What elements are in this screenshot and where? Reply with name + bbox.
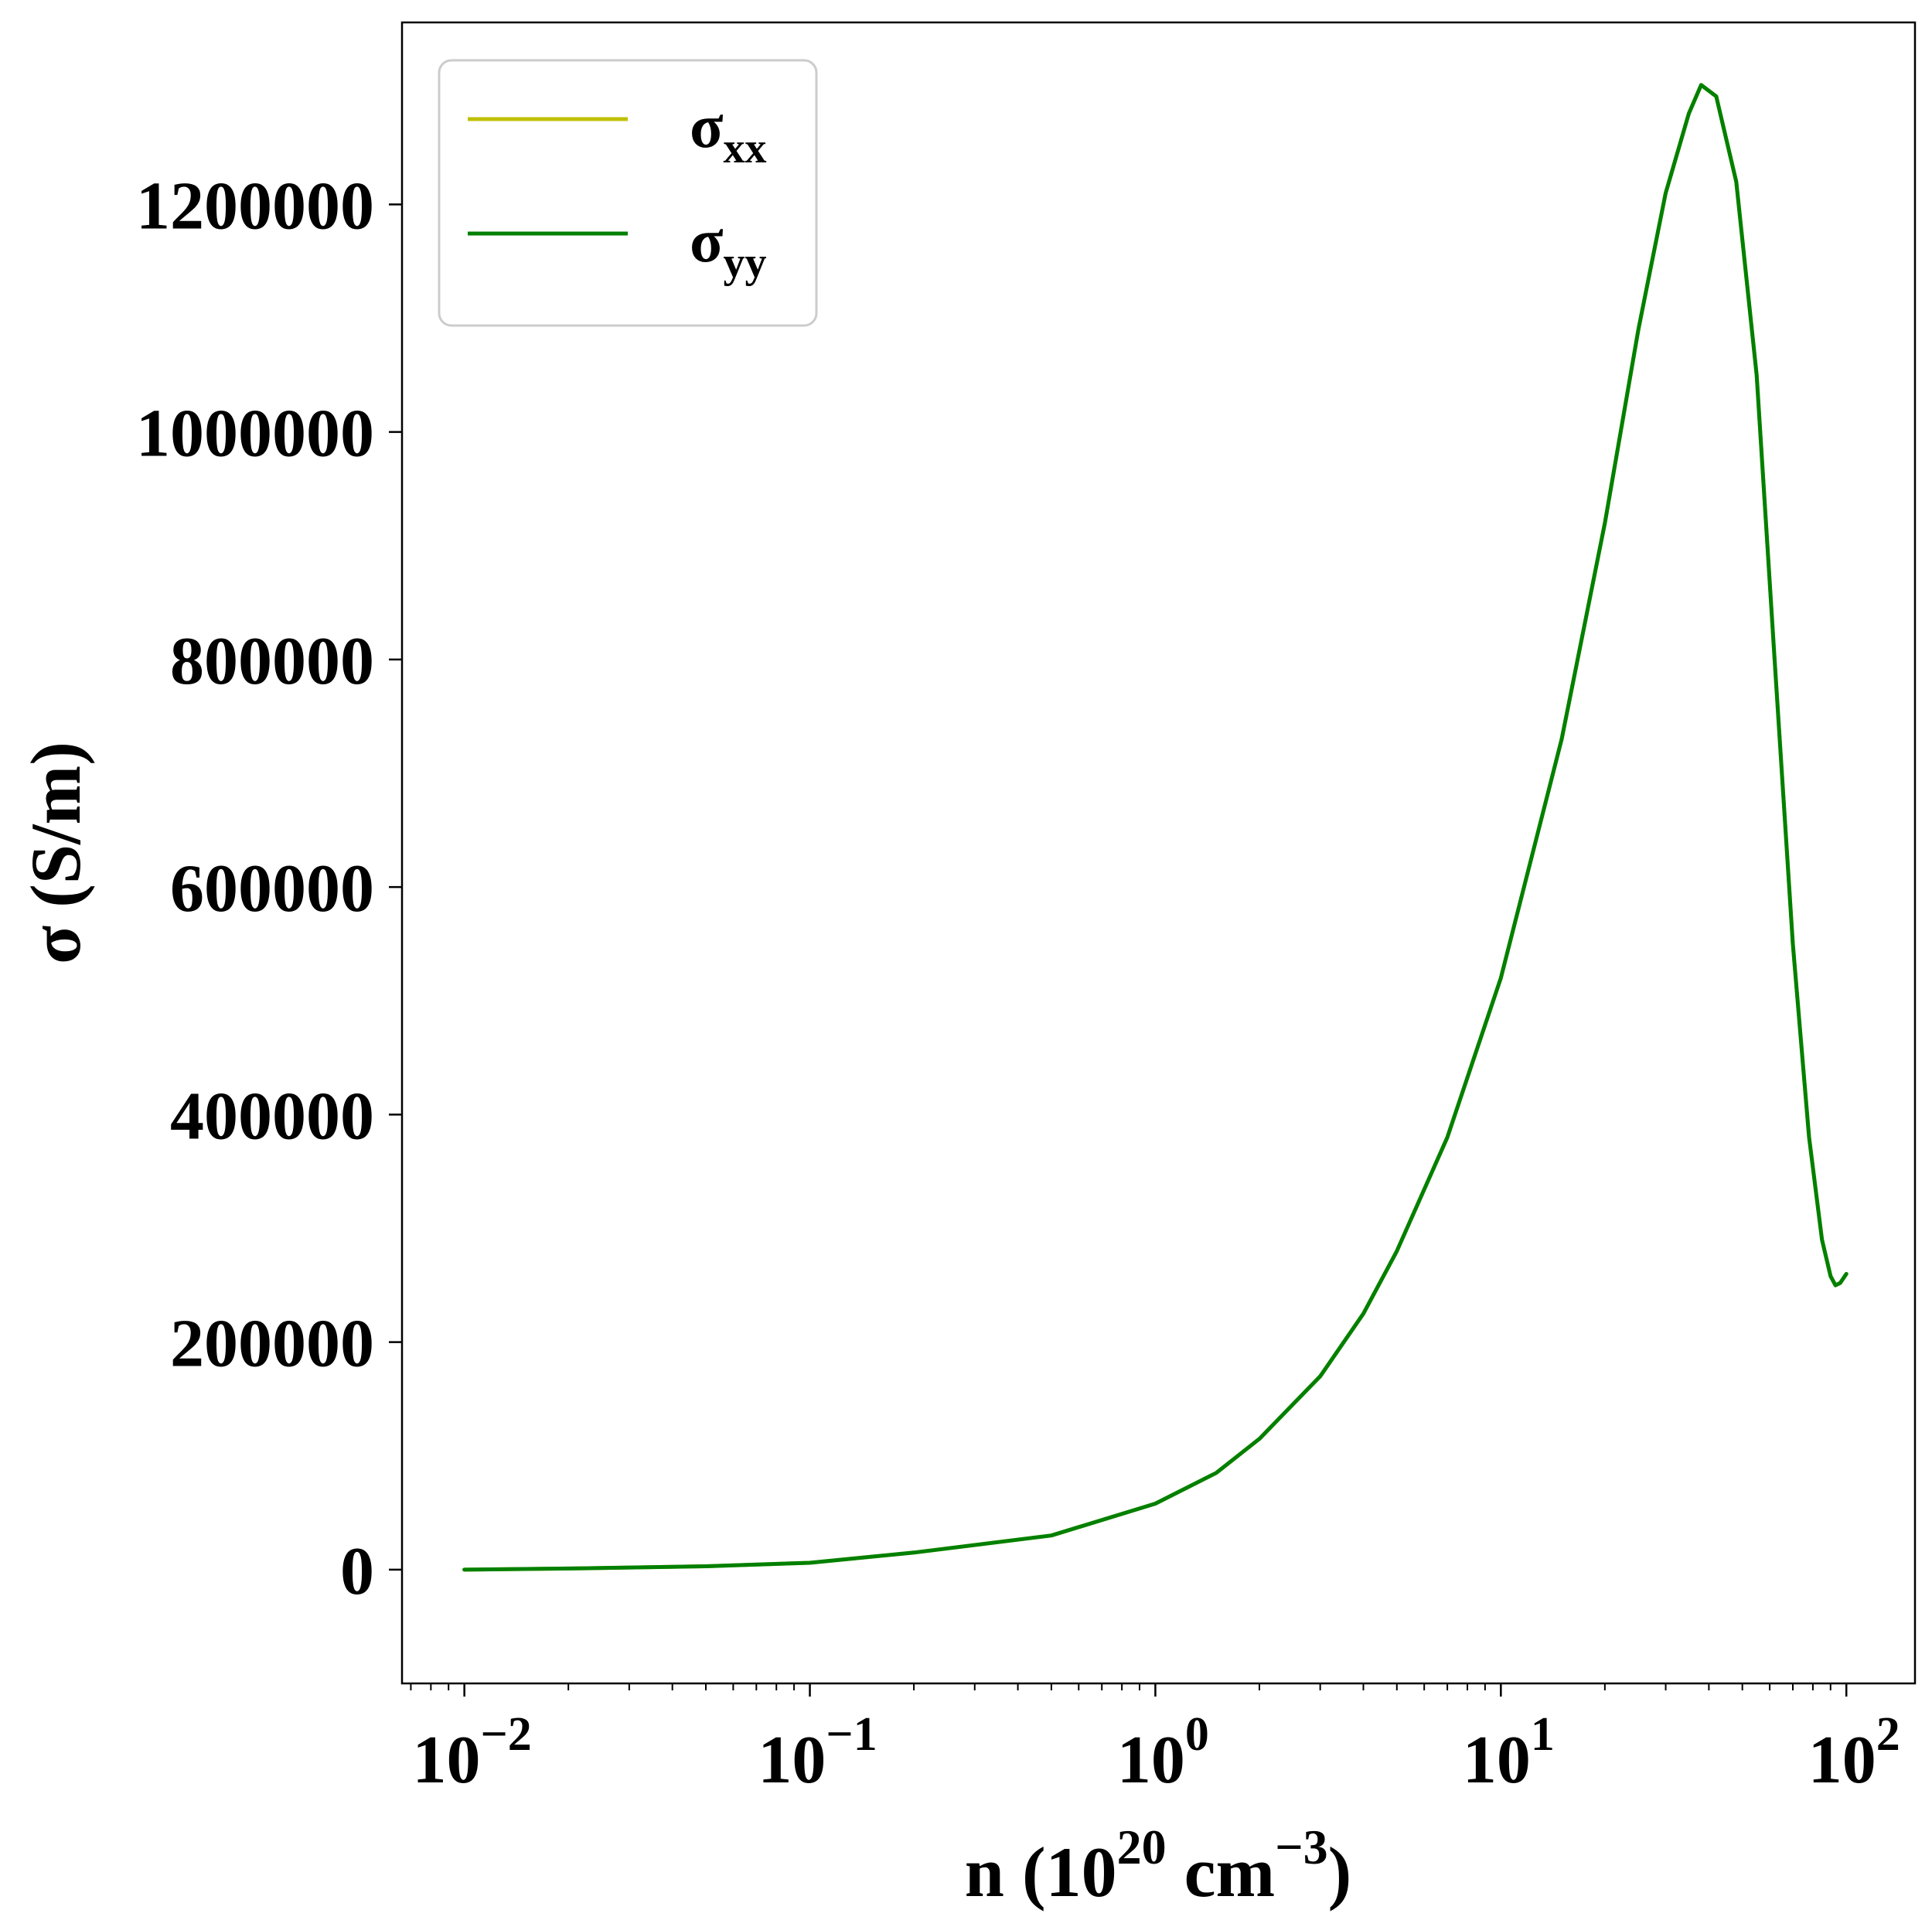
x-tick-label-exponent: 2 <box>1876 1708 1900 1761</box>
y-tick-label: 0 <box>340 1534 374 1609</box>
x-tick-label: 100 <box>1117 1708 1209 1798</box>
x-tick-label-base: 10 <box>1117 1723 1185 1798</box>
x-tick-label-base: 10 <box>1463 1723 1531 1798</box>
y-tick-label: 200000 <box>170 1307 374 1382</box>
y-tick-label: 400000 <box>170 1079 374 1154</box>
x-tick-label: 10−1 <box>758 1708 877 1798</box>
x-axis-title-prefix: n (10 <box>965 1833 1117 1912</box>
y-tick-label: 600000 <box>170 851 374 926</box>
y-axis: 0 200000 400000 600000 800000 1000000 1200000 <box>136 169 402 1609</box>
x-tick-label-exponent: −2 <box>480 1708 531 1761</box>
x-axis: 10−2 10−1 100 101 102 <box>410 1683 1900 1798</box>
legend-label-sigma-xx-sub: xx <box>724 124 767 172</box>
x-axis-title-sup1: 20 <box>1117 1820 1167 1874</box>
x-tick-label: 10−2 <box>412 1708 531 1798</box>
series-layer <box>462 83 1849 1572</box>
x-axis-title-suffix: ) <box>1328 1833 1352 1912</box>
y-tick-label: 800000 <box>170 624 374 699</box>
x-tick-label-base: 10 <box>412 1723 480 1798</box>
x-tick-label-exponent: −1 <box>826 1708 877 1761</box>
x-tick-label: 102 <box>1808 1708 1900 1798</box>
x-tick-label-base: 10 <box>758 1723 826 1798</box>
legend: σxx σyy <box>438 59 818 327</box>
legend-label-sigma-xx: σxx <box>690 93 767 172</box>
x-tick-label: 101 <box>1463 1708 1555 1798</box>
legend-label-sigma-yy-sub: yy <box>724 239 767 287</box>
x-axis-title-sup2: −3 <box>1275 1820 1327 1874</box>
x-tick-label-exponent: 1 <box>1531 1708 1555 1761</box>
legend-label-sigma-yy: σyy <box>690 207 767 287</box>
x-axis-title: n (1020 cm−3) <box>965 1820 1351 1912</box>
y-tick-label: 1200000 <box>136 169 374 244</box>
x-axis-title-middle: cm <box>1167 1833 1275 1912</box>
y-axis-title: σ (S/m) <box>16 742 95 964</box>
x-tick-label-base: 10 <box>1808 1723 1876 1798</box>
legend-box <box>438 59 818 327</box>
plot-frame <box>400 21 1917 1685</box>
x-tick-label-exponent: 0 <box>1185 1708 1209 1761</box>
legend-label-sigma-yy-main: σ <box>690 207 724 275</box>
series-line-sigma-yy <box>462 83 1849 1572</box>
y-tick-label: 1000000 <box>136 397 374 472</box>
legend-label-sigma-xx-main: σ <box>690 93 724 161</box>
